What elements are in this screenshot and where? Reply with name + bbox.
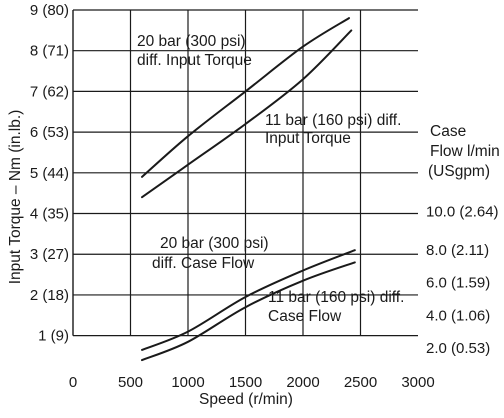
- x-tick-label-2: 1000: [171, 374, 204, 391]
- y2-tick-label-0: 2.0 (0.53): [426, 340, 490, 357]
- label-11bar-flow-line-0: 11 bar (160 psi) diff.: [268, 289, 404, 306]
- y2-axis-label: Case Flow l/min (USgpm): [428, 123, 500, 180]
- y-tick-label-5: 6 (53): [30, 124, 69, 141]
- y2-tick-label-4: 10.0 (2.64): [426, 203, 499, 220]
- label-11bar-torque-line-1: Input Torque: [265, 130, 351, 147]
- y-tick-label-1: 2 (18): [30, 287, 69, 304]
- y2-axis-label-line-2: (USgpm): [428, 163, 490, 180]
- series-line-11bar-torque: [141, 29, 353, 199]
- x-tick-label-5: 2500: [344, 374, 377, 391]
- series-line-11bar-flow: [141, 261, 356, 362]
- series-labels: 20 bar (300 psi) diff. Input Torque 11 bar…: [137, 33, 404, 325]
- y-tick-label-0: 1 (9): [38, 328, 69, 345]
- x-tick-label-6: 3000: [401, 374, 434, 391]
- y2-axis-label-line-0: Case: [430, 123, 466, 140]
- label-20bar-torque-line-1: diff. Input Torque: [137, 52, 252, 69]
- x-tick-label-4: 2000: [286, 374, 319, 391]
- x-tick-label-0: 0: [69, 374, 77, 391]
- label-11bar-torque-line-0: 11 bar (160 psi) diff.: [265, 112, 401, 129]
- series-lines: [141, 17, 356, 362]
- y2-tick-label-3: 8.0 (2.11): [426, 242, 489, 259]
- series-line-20bar-torque: [141, 17, 350, 178]
- y-tick-label-8: 9 (80): [30, 2, 69, 19]
- y-tick-label-2: 3 (27): [30, 246, 69, 263]
- x-tick-label-1: 500: [118, 374, 143, 391]
- y-tick-label-3: 4 (35): [30, 206, 69, 223]
- y-tick-label-4: 5 (44): [30, 165, 69, 182]
- label-20bar-torque-line-0: 20 bar (300 psi): [137, 33, 246, 50]
- x-axis-label: Speed (r/min): [199, 391, 293, 408]
- x-tick-label-3: 1500: [229, 374, 262, 391]
- series-line-20bar-flow: [141, 249, 356, 351]
- y-tick-label-6: 7 (62): [30, 83, 69, 100]
- label-20bar-flow-line-1: diff. Case Flow: [152, 255, 255, 272]
- label-20bar-flow-line-0: 20 bar (300 psi): [160, 235, 269, 252]
- tick-labels: 1 (9) 2 (18) 3 (27) 4 (35) 5 (44) 6 (53) 7 (62…: [30, 2, 499, 391]
- label-11bar-flow-line-1: Case Flow: [268, 308, 342, 325]
- y2-tick-label-2: 6.0 (1.59): [426, 275, 490, 292]
- y-tick-label-7: 8 (71): [30, 43, 69, 60]
- y-axis-label: Input Torque – Nm (in.lb.): [7, 110, 24, 285]
- y2-axis-label-line-1: Flow l/min: [430, 143, 500, 160]
- y2-tick-label-1: 4.0 (1.06): [426, 307, 490, 324]
